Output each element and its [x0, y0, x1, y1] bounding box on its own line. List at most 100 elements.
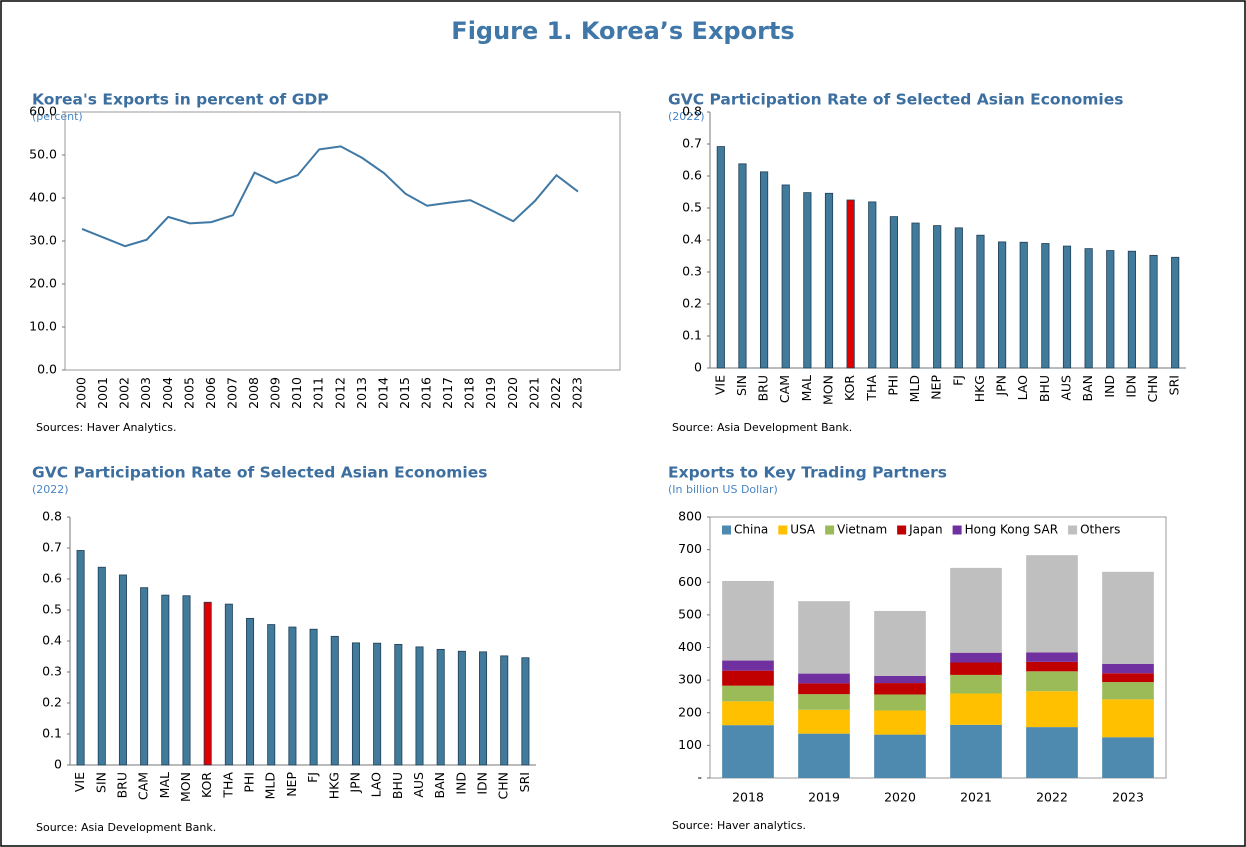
bar-segment — [798, 683, 850, 695]
legend-swatch — [825, 525, 835, 535]
bar-segment — [1026, 691, 1078, 728]
bar — [933, 225, 942, 369]
y-tick-label: 200 — [678, 704, 702, 719]
x-tick-label: BAN — [432, 772, 447, 798]
panel-title: Korea's Exports in percent of GDP — [32, 91, 329, 109]
x-tick-label: NEP — [929, 375, 944, 400]
bar — [224, 603, 233, 766]
x-tick-label: PHI — [885, 375, 900, 396]
x-tick-label: 2013 — [354, 377, 369, 409]
data-line — [81, 145, 579, 248]
y-tick-label: 500 — [678, 606, 702, 621]
x-tick-label: SRI — [1167, 375, 1182, 395]
y-tick-label: 300 — [678, 672, 702, 687]
y-tick-label: 400 — [678, 639, 702, 654]
bar — [309, 628, 318, 766]
bar — [1041, 243, 1050, 369]
x-tick-label: BHU — [390, 772, 405, 799]
legend-label: Vietnam — [837, 523, 887, 537]
y-tick-label: 10.0 — [29, 319, 57, 334]
bar-segment — [722, 701, 774, 726]
bar-segment — [722, 660, 774, 671]
bar-segment — [1102, 673, 1154, 683]
legend-swatch — [952, 525, 962, 535]
x-tick-label: THA — [864, 375, 879, 402]
y-tick-label: 50.0 — [29, 147, 57, 162]
bar-segment — [950, 652, 1002, 663]
bar — [288, 626, 297, 766]
y-tick-label: 0.7 — [682, 136, 702, 151]
legend-swatch — [722, 525, 731, 535]
x-tick-label: IDN — [1123, 375, 1138, 398]
bar — [182, 595, 191, 766]
bar — [436, 648, 445, 766]
bar — [738, 163, 747, 369]
y-tick-label: 0.5 — [682, 200, 702, 215]
bar-segment — [798, 709, 850, 734]
bar — [1149, 254, 1158, 369]
legend-label: Hong Kong SAR — [965, 523, 1058, 537]
bar-segment — [722, 580, 774, 661]
legend-swatch — [1068, 525, 1078, 535]
plot-frame — [64, 111, 621, 371]
y-tick-label: 30.0 — [29, 233, 57, 248]
x-tick-label: MLD — [263, 772, 278, 799]
x-tick-label: CHN — [1145, 375, 1160, 402]
y-tick-label: 40.0 — [29, 190, 57, 205]
bar-segment — [874, 675, 926, 684]
bar — [1171, 256, 1180, 369]
bar-segment — [874, 694, 926, 711]
x-tick-label: BHU — [1037, 375, 1052, 402]
x-tick-label: 2012 — [332, 377, 347, 409]
bar-segment — [1102, 571, 1154, 664]
bar — [1062, 245, 1072, 369]
bar-segment — [874, 710, 926, 735]
legend-swatch — [778, 525, 788, 535]
bar-segment — [1102, 699, 1154, 738]
x-tick-label: 2008 — [246, 377, 261, 409]
y-tick-label: 0.3 — [42, 664, 62, 679]
bar — [246, 617, 255, 766]
bar — [521, 657, 530, 766]
x-tick-label: PHI — [242, 772, 257, 793]
bar-segment — [1026, 555, 1078, 653]
x-tick-label: KOR — [199, 772, 214, 798]
x-tick-label: 2011 — [311, 377, 326, 409]
y-tick-label: 0.4 — [682, 232, 702, 247]
bar — [140, 587, 149, 766]
bar-segment — [950, 674, 1002, 694]
panel-subtitle: (2022) — [32, 483, 69, 496]
x-tick-label: 2021 — [526, 377, 541, 409]
bar — [911, 222, 920, 369]
x-tick-label: FJ — [305, 772, 320, 783]
bar-segment — [1026, 671, 1078, 692]
legend-label: Others — [1080, 523, 1120, 537]
bar-segment — [1026, 727, 1078, 778]
y-tick-label: 0.1 — [682, 328, 702, 343]
panel-subtitle: (percent) — [32, 110, 83, 123]
bar-segment — [798, 733, 850, 778]
bar-segment — [798, 694, 850, 710]
bar-segment — [722, 725, 774, 778]
x-tick-label: AUS — [1059, 375, 1074, 401]
x-tick-label: 2009 — [268, 377, 283, 409]
source-note: Source: Haver analytics. — [672, 819, 806, 832]
bar-segment — [1102, 682, 1154, 700]
bar-segment — [874, 683, 926, 695]
bar-segment — [1026, 661, 1078, 672]
plot-frame — [709, 516, 1167, 779]
x-tick-label: VIE — [72, 772, 87, 792]
x-tick-label: BAN — [1080, 375, 1095, 401]
bar — [76, 550, 85, 766]
x-tick-label: MON — [821, 375, 836, 405]
x-tick-label: 2019 — [483, 377, 498, 409]
x-tick-label: 2020 — [884, 790, 916, 805]
bar — [824, 192, 834, 369]
bar — [1106, 250, 1115, 369]
legend-swatch — [897, 525, 907, 535]
legend-label: Japan — [908, 523, 942, 537]
bar — [846, 199, 855, 369]
y-tick-label: 0.1 — [42, 726, 62, 741]
bar — [868, 201, 877, 369]
panel-subtitle: (2022) — [668, 110, 705, 123]
